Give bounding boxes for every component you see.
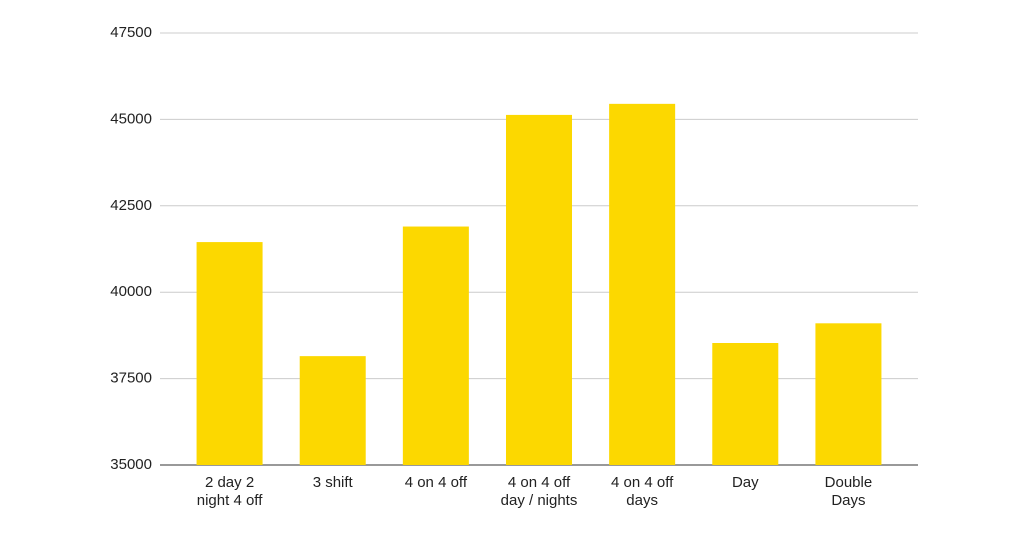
y-tick-label: 45000 xyxy=(110,110,152,127)
x-tick-label: 4 on 4 off day / nights xyxy=(500,474,578,509)
x-tick-label: 3 shift xyxy=(312,474,353,491)
y-tick-label: 35000 xyxy=(110,456,152,473)
bar xyxy=(712,343,779,465)
x-tick-label: 2 day 2 night 4 off xyxy=(196,474,263,509)
x-tick-label: Double Days xyxy=(824,474,873,509)
bar xyxy=(196,242,263,465)
bar xyxy=(609,103,676,466)
x-tick-label: 4 on 4 off days xyxy=(611,474,674,509)
bar xyxy=(299,356,366,465)
y-tick-label: 40000 xyxy=(110,283,152,300)
bar xyxy=(402,226,469,465)
y-tick-label: 47500 xyxy=(110,24,152,41)
bar xyxy=(505,114,573,466)
x-tick-label: Day xyxy=(731,474,759,491)
y-tick-label: 42500 xyxy=(110,197,152,214)
bar xyxy=(815,323,882,465)
x-tick-label: 4 on 4 off xyxy=(404,474,467,491)
y-tick-label: 37500 xyxy=(110,370,152,387)
